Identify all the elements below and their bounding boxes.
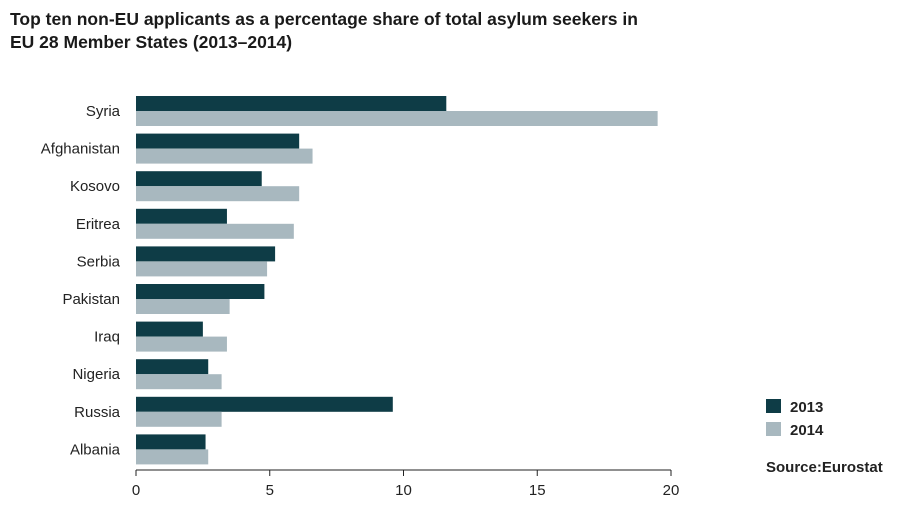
chart-title: Top ten non-EU applicants as a percentag… [10, 8, 710, 54]
bar-kosovo-2014 [136, 186, 300, 202]
category-label-iraq: Iraq [94, 329, 120, 346]
x-axis: 0 5 10 15 20 [132, 469, 680, 499]
category-label-syria: Syria [86, 103, 121, 120]
x-tick-label-15: 15 [529, 482, 546, 499]
bar-afghanistan-2014 [136, 148, 313, 164]
legend: 2013 2014 [766, 399, 824, 439]
x-tick-label-20: 20 [663, 482, 680, 499]
category-label-russia: Russia [74, 404, 121, 421]
bar-syria-2013 [136, 96, 447, 111]
bar-russia-2014 [136, 411, 222, 427]
category-label-eritrea: Eritrea [76, 216, 121, 233]
x-tick-label-0: 0 [132, 482, 140, 499]
bar-iraq-2013 [136, 321, 203, 337]
bar-iraq-2014 [136, 336, 227, 352]
bar-pakistan-2013 [136, 284, 265, 299]
bar-pakistan-2014 [136, 299, 230, 314]
category-label-albania: Albania [70, 441, 121, 458]
legend-swatch-2014 [766, 422, 781, 436]
category-labels: Syria Afghanistan Kosovo Eritrea Serbia Pakis… [41, 103, 121, 458]
x-tick-label-10: 10 [395, 482, 412, 499]
bars-layer [136, 96, 658, 465]
category-label-pakistan: Pakistan [62, 291, 120, 308]
legend-label-2013: 2013 [790, 399, 823, 416]
category-label-nigeria: Nigeria [72, 366, 120, 383]
bar-afghanistan-2013 [136, 133, 300, 149]
x-tick-label-5: 5 [266, 482, 274, 499]
bar-kosovo-2013 [136, 171, 262, 187]
legend-swatch-2013 [766, 399, 781, 413]
bar-albania-2014 [136, 449, 209, 465]
bar-nigeria-2014 [136, 374, 222, 390]
legend-label-2014: 2014 [790, 422, 824, 439]
bar-serbia-2013 [136, 246, 276, 262]
category-label-afghanistan: Afghanistan [41, 141, 120, 158]
chart-title-line-2: EU 28 Member States (2013–2014) [10, 32, 293, 52]
category-label-serbia: Serbia [77, 253, 121, 270]
bar-nigeria-2013 [136, 359, 209, 375]
bar-serbia-2014 [136, 261, 268, 277]
category-label-kosovo: Kosovo [70, 178, 120, 195]
source-note: Source:Eurostat [766, 459, 883, 476]
bar-syria-2014 [136, 111, 658, 126]
bar-eritrea-2013 [136, 208, 227, 224]
chart-title-line-1: Top ten non-EU applicants as a percentag… [10, 9, 638, 29]
bar-russia-2013 [136, 396, 393, 412]
bar-albania-2013 [136, 434, 206, 450]
bar-eritrea-2014 [136, 223, 294, 239]
